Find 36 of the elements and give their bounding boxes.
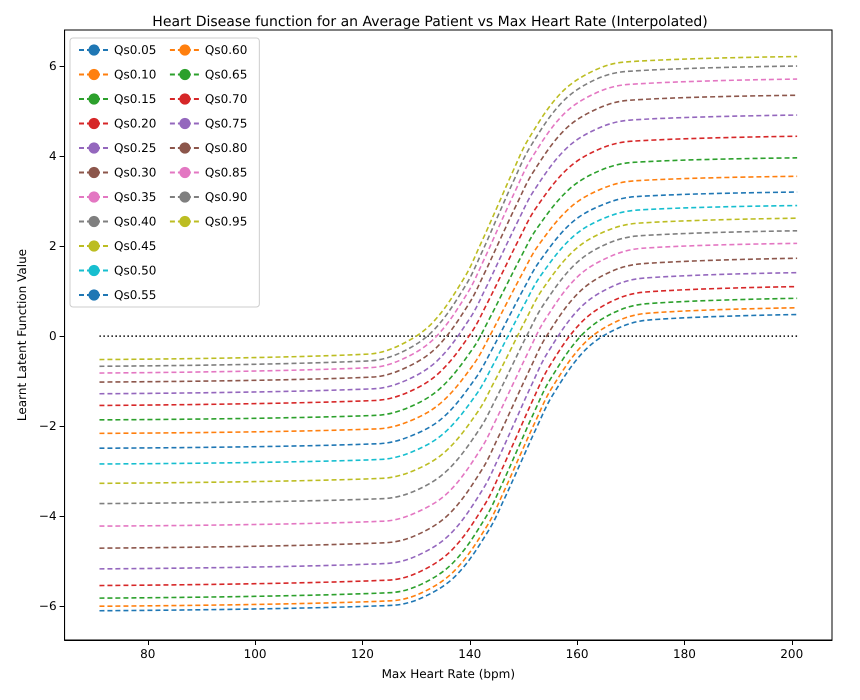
- chart-title: Heart Disease function for an Average Patient vs Max Heart Rate (Interpolated): [152, 14, 708, 30]
- x-axis-title: Max Heart Rate (bpm): [382, 667, 516, 681]
- legend-label: Qs0.40: [114, 214, 156, 228]
- legend-label: Qs0.50: [114, 264, 156, 278]
- legend-label: Qs0.35: [114, 190, 156, 204]
- legend-label: Qs0.20: [114, 116, 156, 130]
- legend-label: Qs0.55: [114, 288, 156, 302]
- legend-label: Qs0.25: [114, 141, 156, 155]
- y-axis-title: Learnt Latent Function Value: [15, 248, 29, 422]
- legend-label: Qs0.85: [204, 166, 248, 180]
- legend-label: Qs0.75: [204, 116, 248, 130]
- x-tick-label: 160: [566, 647, 589, 661]
- legend-label: Qs0.15: [114, 92, 156, 106]
- y-tick-label: −4: [38, 509, 57, 524]
- x-tick-label: 80: [140, 647, 156, 661]
- x-tick-label: 180: [672, 647, 696, 661]
- legend-label: Qs0.60: [204, 43, 248, 57]
- y-tick-label: 0: [48, 329, 57, 344]
- legend-label: Qs0.10: [114, 68, 156, 82]
- legend-label: Qs0.70: [204, 92, 248, 106]
- legend-label: Qs0.45: [114, 239, 156, 253]
- x-tick-label: 120: [350, 647, 374, 661]
- legend-label: Qs0.05: [114, 43, 156, 57]
- y-tick-label: 2: [48, 239, 57, 254]
- legend-label: Qs0.65: [204, 68, 248, 82]
- y-tick-label: 6: [48, 59, 57, 74]
- x-tick-label: 100: [244, 647, 267, 661]
- y-tick-label: 4: [48, 149, 57, 164]
- x-tick-label: 200: [780, 647, 804, 661]
- y-tick-label: −6: [38, 599, 57, 614]
- legend-label: Qs0.90: [204, 190, 248, 204]
- legend-label: Qs0.30: [114, 166, 156, 180]
- legend-label: Qs0.80: [204, 141, 248, 155]
- y-tick-label: −2: [38, 419, 57, 434]
- legend-label: Qs0.95: [204, 214, 248, 228]
- x-tick-label: 140: [458, 647, 482, 661]
